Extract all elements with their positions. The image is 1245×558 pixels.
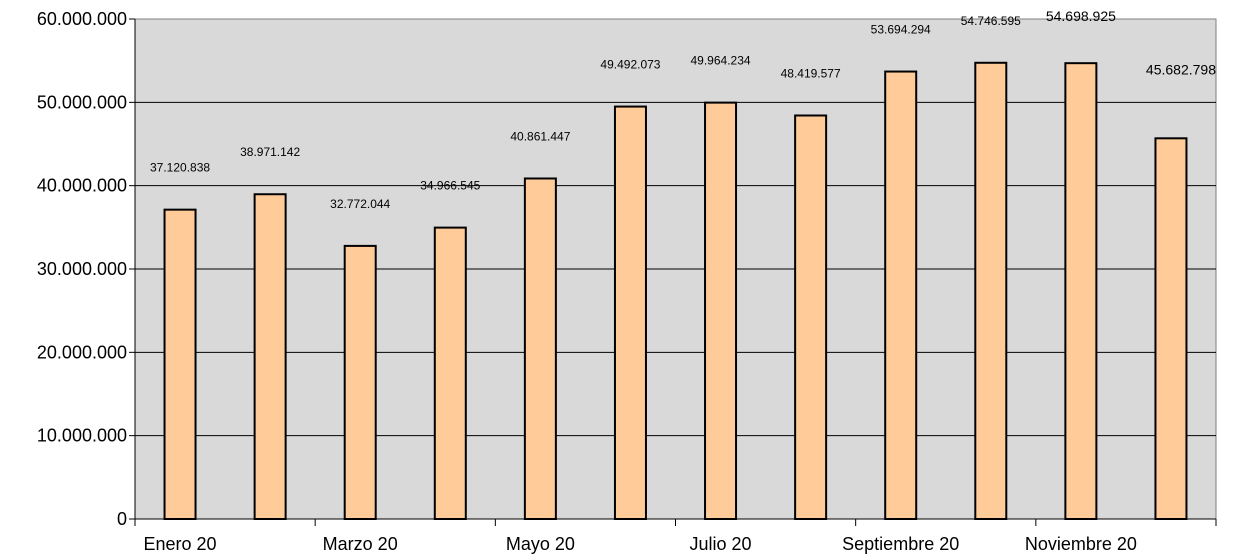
bar — [884, 70, 918, 520]
x-tick-label: Enero 20 — [144, 534, 217, 554]
data-label: 54.746.595 — [961, 14, 1021, 28]
data-label: 40.861.447 — [510, 129, 570, 143]
bar — [794, 114, 828, 520]
y-tick-label: 50.000.000 — [37, 92, 127, 112]
data-label: 53.694.294 — [871, 23, 931, 37]
data-label: 49.492.073 — [600, 58, 660, 72]
bar — [613, 105, 647, 520]
data-label: 45.682.798 — [1146, 61, 1216, 77]
x-tick-label: Marzo 20 — [323, 534, 398, 554]
x-tick-label: Julio 20 — [690, 534, 752, 554]
y-tick-label: 60.000.000 — [37, 9, 127, 29]
bar — [433, 226, 467, 520]
bars — [163, 61, 1188, 521]
bar — [253, 193, 287, 520]
data-label: 54.698.925 — [1046, 8, 1116, 24]
x-tick-label: Septiembre 20 — [842, 534, 959, 554]
y-tick-label: 40.000.000 — [37, 176, 127, 196]
y-tick-label: 20.000.000 — [37, 342, 127, 362]
y-axis: 0 10.000.000 20.000.000 30.000.000 40.000.00… — [37, 9, 136, 529]
bar — [343, 244, 377, 520]
x-tick-label: Noviembre 20 — [1025, 534, 1137, 554]
data-label: 32.772.044 — [330, 197, 390, 211]
bar — [704, 101, 738, 521]
y-tick-label: 30.000.000 — [37, 259, 127, 279]
x-axis: Enero 20 Marzo 20 Mayo 20 Julio 20 Septiembr… — [134, 518, 1217, 554]
bar — [163, 208, 197, 520]
data-labels: 37.120.838 38.971.142 32.772.044 34.966.545… — [150, 8, 1216, 211]
y-tick-label: 0 — [117, 509, 127, 529]
gridlines — [135, 101, 1216, 437]
data-label: 48.419.577 — [781, 67, 841, 81]
data-label: 38.971.142 — [240, 145, 300, 159]
bar — [1064, 62, 1098, 520]
data-label: 37.120.838 — [150, 161, 210, 175]
bar — [523, 177, 557, 520]
bar — [1154, 137, 1188, 520]
data-label: 34.966.545 — [420, 179, 480, 193]
data-label: 49.964.234 — [691, 54, 751, 68]
bar — [974, 61, 1008, 520]
y-tick-label: 10.000.000 — [37, 426, 127, 446]
x-tick-label: Mayo 20 — [506, 534, 575, 554]
